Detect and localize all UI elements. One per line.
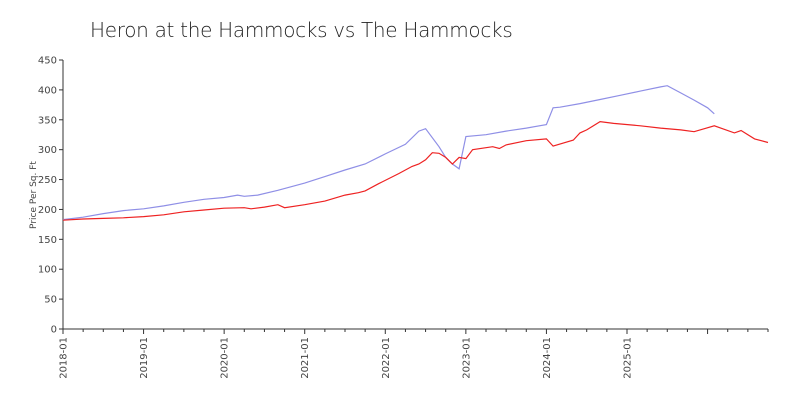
- y-tick-label: 200: [38, 205, 57, 216]
- y-tick-label: 400: [38, 85, 57, 96]
- series-layer: [62, 85, 769, 221]
- x-tick-label: 2025-01: [623, 337, 634, 379]
- x-tick-label: 2024-01: [542, 337, 553, 379]
- y-tick-label: 50: [44, 295, 57, 306]
- y-tick-label: 250: [38, 175, 57, 186]
- y-axis-label: Price Per Sq. Ft: [29, 161, 39, 229]
- y-tick-label: 100: [38, 265, 57, 276]
- y-tick-label: 0: [51, 325, 57, 336]
- x-tick-label: 2023-01: [461, 337, 472, 379]
- x-tick-label: 2020-01: [220, 337, 231, 379]
- series-line-2: [62, 120, 769, 221]
- x-tick-label: 2021-01: [300, 337, 311, 379]
- x-tick-label: 2022-01: [381, 337, 392, 379]
- series-line-1: [62, 85, 715, 221]
- y-tick-label: 450: [38, 56, 57, 67]
- y-axis: 0 50 100 150 200 250 300 350 400 450: [38, 56, 64, 336]
- y-tick-label: 300: [38, 145, 57, 156]
- chart-title: Heron at the Hammocks vs The Hammocks: [90, 18, 513, 42]
- y-tick-label: 150: [38, 235, 57, 246]
- x-tick-label: 2018-01: [59, 337, 70, 379]
- x-tick-label: 2019-01: [139, 337, 150, 379]
- x-axis: 2018-01 2019-01 2020-01 2021-01 2022-01 2023-…: [59, 328, 769, 379]
- y-tick-label: 350: [38, 115, 57, 126]
